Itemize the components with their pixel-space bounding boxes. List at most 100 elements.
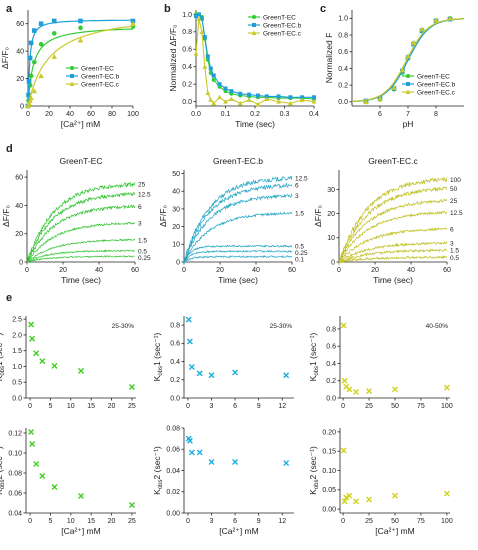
- x-tick-label: 6: [233, 518, 237, 525]
- panel-letter-e: e: [6, 292, 12, 304]
- data-point: [32, 28, 37, 33]
- legend-entry: GreenT-EC.b: [81, 73, 120, 80]
- data-point: [196, 449, 203, 456]
- x-tick-label: 12: [278, 518, 286, 525]
- data-point: [255, 93, 260, 98]
- x-tick-label: 100: [441, 403, 453, 410]
- x-tick-label: 25: [365, 518, 373, 525]
- data-point: [229, 96, 234, 102]
- x-axis-label: pH: [403, 119, 414, 129]
- data-point: [399, 67, 406, 73]
- x-tick-label: 0.3: [280, 111, 290, 118]
- data-point: [392, 386, 398, 393]
- data-point: [202, 35, 207, 40]
- x-tick-label: 0.4: [309, 111, 319, 118]
- data-point: [33, 350, 40, 357]
- y-tick-label: 50: [172, 171, 180, 178]
- data-point: [346, 386, 353, 393]
- x-tick-label: 9: [257, 518, 261, 525]
- trace-line: [338, 210, 448, 263]
- data-point: [39, 473, 46, 479]
- data-point: [405, 53, 411, 59]
- data-point: [28, 321, 35, 328]
- data-point: [51, 53, 57, 59]
- y-axis-label-tail: 2 (sec⁻¹): [308, 446, 318, 479]
- legend-entry: GreenT-EC: [417, 73, 450, 80]
- data-point: [26, 100, 32, 106]
- data-point: [232, 369, 239, 376]
- data-point: [208, 66, 213, 71]
- y-tick-label: 0.6: [338, 49, 348, 56]
- x-tick-label: 0: [341, 518, 345, 525]
- data-point: [29, 335, 36, 342]
- x-tick-label: 20: [59, 267, 67, 274]
- y-tick-label: 1.5: [12, 348, 22, 355]
- trace-label: 6: [450, 226, 454, 233]
- y-tick-label: 0.8: [338, 32, 348, 39]
- chart-e6: 0 25 50 75 100 0.00 0.05 0.10 0.15 0.20 [Ca²⁺] mM K…: [308, 428, 453, 536]
- trace-label: 0.5: [295, 244, 304, 251]
- trace-label: 25: [450, 198, 458, 205]
- chart-e4: 0 5 10 15 20 25 0.04 0.06 0.08 0.10 0.12 [Ca²⁺] mM K…: [0, 428, 136, 536]
- data-point: [288, 95, 293, 100]
- data-point: [251, 30, 257, 35]
- data-point: [78, 493, 84, 499]
- trace-line: [183, 244, 293, 262]
- data-point: [193, 51, 199, 56]
- data-point: [264, 94, 269, 99]
- data-point: [343, 494, 350, 501]
- y-tick-label: 0.04: [8, 510, 22, 517]
- data-point: [406, 82, 410, 86]
- x-tick-label: 75: [417, 518, 425, 525]
- trace-line: [338, 248, 448, 263]
- data-point: [217, 94, 222, 100]
- data-point: [31, 88, 37, 94]
- chart-d3: 0 20 40 60 0 10 20 30 Time (sec) ΔF/F₀ GreenT-EC.c…: [313, 156, 463, 285]
- trace-line: [338, 255, 448, 264]
- x-tick-label: 40: [95, 267, 103, 274]
- trace-line: [183, 255, 293, 263]
- y-tick-label: 1.0: [12, 364, 22, 371]
- trace-label: 12.5: [450, 210, 463, 217]
- panel-letter-b: b: [164, 3, 171, 15]
- trace-line: [26, 181, 136, 263]
- data-point: [77, 37, 84, 43]
- data-point: [186, 437, 193, 444]
- data-point: [238, 91, 243, 96]
- chart-e3: 0 25 50 75 100 0.0 0.2 0.4 0.6 0.8 Kobs1 (sec⁻¹) 40…: [308, 316, 453, 410]
- chart-d1: 0 20 40 60 0 20 40 60 Time (sec) ΔF/F₀ GreenT-EC 25…: [1, 156, 151, 285]
- data-point: [38, 21, 44, 27]
- data-point: [196, 16, 202, 21]
- data-point: [406, 74, 410, 78]
- y-axis-label-tail: 1 (sec⁻¹): [152, 333, 162, 366]
- y-tick-label: 0.4: [338, 66, 348, 73]
- x-tick-label: 60: [131, 267, 139, 274]
- data-point: [312, 95, 316, 100]
- x-tick-label: 0: [186, 518, 190, 525]
- y-axis-label-sub: obs: [158, 479, 164, 489]
- legend-entry: GreenT-EC.c: [417, 89, 456, 96]
- data-point: [311, 99, 317, 104]
- trace-line: [26, 191, 136, 263]
- data-point: [237, 100, 243, 106]
- y-axis-label-sub: obs: [0, 366, 6, 376]
- data-point: [205, 54, 210, 59]
- data-point: [27, 55, 33, 61]
- y-axis-label: Kobs1 (sec⁻¹): [308, 333, 320, 382]
- y-tick-label: 0.06: [8, 490, 22, 497]
- x-tick-label: 3: [210, 518, 214, 525]
- y-tick-label: 0.4: [170, 359, 180, 366]
- y-tick-label: 20: [172, 224, 180, 231]
- data-point: [300, 95, 305, 100]
- y-tick-label: 20: [327, 211, 335, 218]
- y-axis-label-sub: obs: [314, 366, 320, 376]
- data-point: [366, 496, 373, 503]
- y-tick-label: 0.6: [326, 344, 336, 351]
- x-tick-label: 8: [434, 111, 438, 118]
- legend-entry: GreenT-EC.b: [417, 81, 456, 88]
- y-tick-label: 0: [176, 259, 180, 266]
- data-point: [346, 492, 353, 499]
- trace-line: [338, 176, 448, 264]
